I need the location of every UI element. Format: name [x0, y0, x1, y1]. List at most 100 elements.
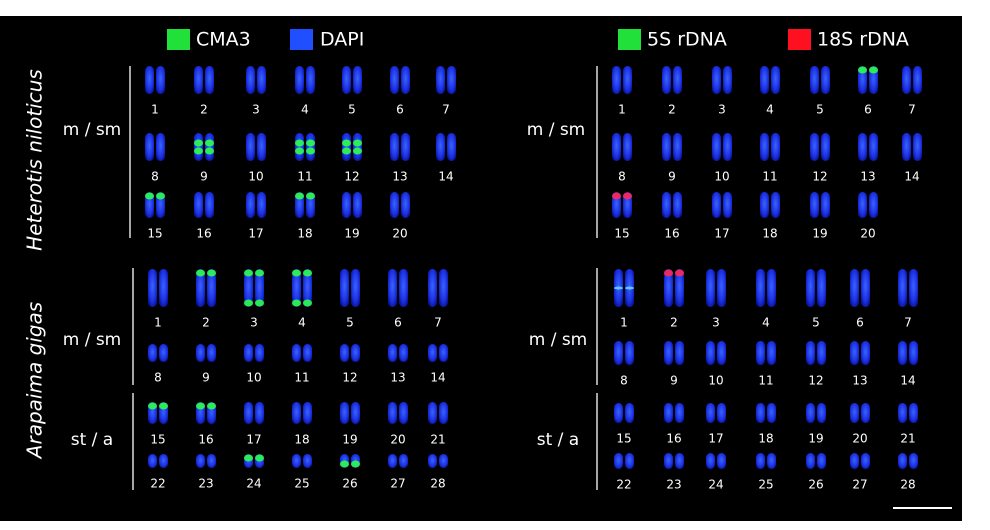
chromosome — [148, 402, 168, 424]
chromosome — [244, 402, 264, 424]
chromatid — [767, 453, 776, 469]
chromosome-number: 3 — [718, 103, 726, 117]
chromatid — [342, 66, 351, 94]
chromatid — [205, 133, 214, 161]
chromatid — [623, 66, 632, 94]
chromatid — [388, 269, 397, 307]
chromosome — [340, 269, 360, 307]
chromatid — [902, 66, 911, 94]
chromosome-number: 13 — [392, 170, 407, 184]
chromatid — [292, 454, 301, 468]
chromosome-number: 23 — [198, 477, 213, 491]
signal — [675, 269, 684, 277]
chromatid — [810, 192, 819, 218]
chromosome-number: 3 — [712, 316, 720, 330]
chromosome — [858, 133, 878, 161]
chromosome-number: 14 — [904, 170, 919, 184]
chromosome — [706, 269, 726, 307]
chromatid — [760, 133, 769, 161]
chromosome-number: 4 — [301, 103, 309, 117]
chromatid — [760, 66, 769, 94]
background — [0, 16, 962, 521]
chromosome — [756, 341, 776, 365]
chromatid — [706, 341, 715, 365]
chromatid — [340, 344, 349, 362]
chromosome-number: 20 — [392, 227, 407, 241]
chromosome — [196, 269, 216, 307]
chromatid — [723, 133, 732, 161]
chromatid — [767, 341, 776, 365]
chromosome — [342, 133, 362, 161]
chromosome — [436, 66, 456, 94]
chromosome — [756, 453, 776, 469]
chromosome — [244, 269, 264, 307]
chromatid — [909, 453, 918, 469]
chromosome — [340, 402, 360, 424]
chromatid — [401, 192, 410, 218]
chromatid — [850, 269, 859, 307]
chromosome-number: 17 — [708, 432, 723, 446]
chromatid — [303, 344, 312, 362]
signal — [255, 269, 264, 277]
legend-swatch — [788, 29, 811, 50]
chromatid — [612, 133, 621, 161]
chromosome-number: 9 — [670, 374, 678, 388]
group-label: m / sm — [63, 120, 122, 140]
chromosome-number: 5 — [812, 316, 820, 330]
chromosome — [145, 192, 165, 218]
chromatid — [436, 66, 445, 94]
chromatid — [664, 341, 673, 365]
chromosome-number: 22 — [150, 477, 165, 491]
chromosome-number: 10 — [248, 170, 263, 184]
group-label: m / sm — [63, 330, 122, 350]
chromatid — [342, 133, 351, 161]
chromatid — [295, 133, 304, 161]
chromatid — [858, 192, 867, 218]
chromatid — [390, 133, 399, 161]
chromatid — [625, 453, 634, 469]
chromosome-number: 13 — [860, 170, 875, 184]
chromosome-number: 7 — [442, 103, 450, 117]
chromosome-number: 7 — [904, 316, 912, 330]
signal — [614, 286, 623, 290]
chromatid — [850, 403, 859, 423]
chromosome — [712, 133, 732, 161]
chromosome — [706, 341, 726, 365]
signal — [295, 147, 304, 155]
chromatid — [675, 403, 684, 423]
legend-label: CMA3 — [196, 29, 251, 51]
chromatid — [909, 341, 918, 365]
chromosome — [664, 341, 684, 365]
chromatid — [675, 453, 684, 469]
chromosome-number: 14 — [438, 170, 453, 184]
chromosome — [760, 66, 780, 94]
chromosome — [196, 344, 216, 362]
chromosome — [340, 344, 360, 362]
signal — [306, 139, 315, 147]
signal — [342, 139, 351, 147]
chromosome — [390, 66, 410, 94]
chromatid — [257, 133, 266, 161]
chromatid — [303, 402, 312, 424]
chromosome-number: 19 — [344, 227, 359, 241]
signal — [295, 192, 304, 200]
chromosome-number: 2 — [200, 103, 208, 117]
chromosome-number: 2 — [202, 316, 210, 330]
chromosome-number: 8 — [151, 170, 159, 184]
chromosome-number: 11 — [762, 170, 777, 184]
chromosome — [810, 192, 830, 218]
signal — [351, 460, 360, 468]
signal — [244, 299, 253, 307]
chromosome — [246, 66, 266, 94]
chromatid — [244, 402, 253, 424]
chromosome-number: 6 — [394, 316, 402, 330]
chromosome — [388, 269, 408, 307]
chromosome-number: 11 — [294, 371, 309, 385]
chromosome-number: 6 — [396, 103, 404, 117]
chromosome-number: 10 — [708, 374, 723, 388]
chromosome-number: 24 — [708, 478, 723, 492]
chromatid — [159, 344, 168, 362]
group-label: m / sm — [527, 120, 586, 140]
chromatid — [673, 192, 682, 218]
chromatid — [817, 341, 826, 365]
